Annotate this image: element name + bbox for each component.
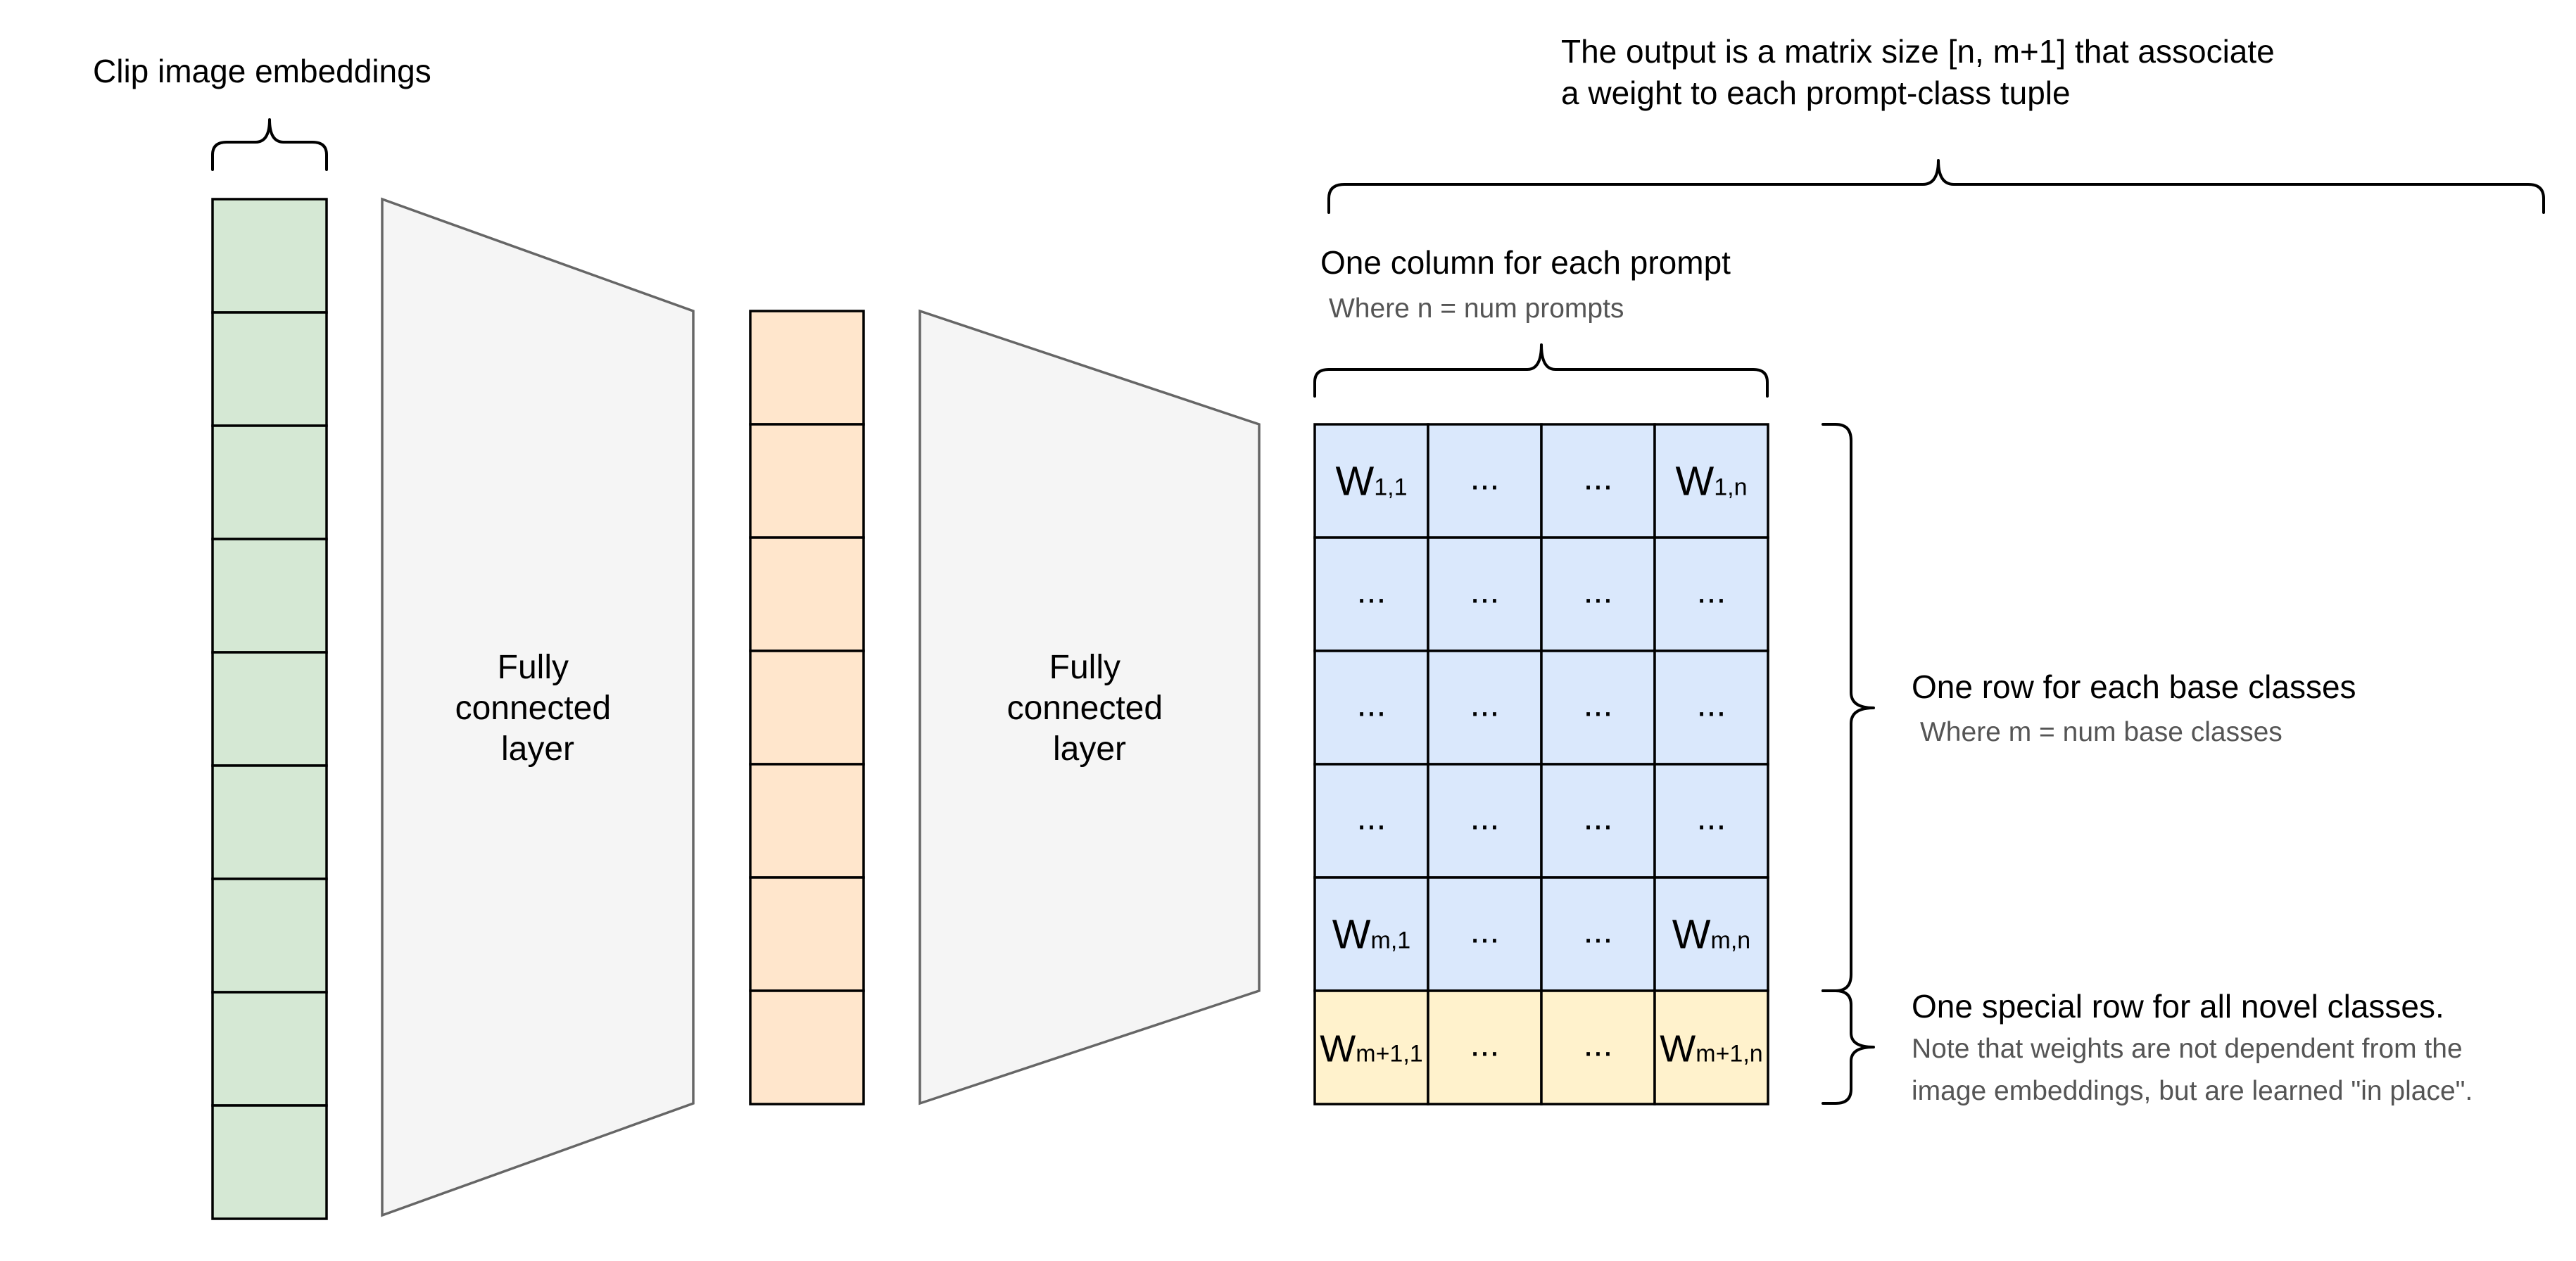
- hidden-cell: [749, 310, 865, 426]
- embedding-cell: [211, 424, 328, 540]
- novel-class-cell: [1313, 989, 1429, 1105]
- fully-connected-layer-1: [381, 197, 695, 1217]
- matrix-cell: [1313, 649, 1429, 766]
- matrix-cell-label: Wm,n: [1672, 912, 1750, 958]
- matrix-cell-label: ...: [1584, 911, 1613, 951]
- fully-connected-layer-2: [918, 309, 1261, 1105]
- novel-class-cell: [1540, 989, 1656, 1105]
- embedding-cell: [211, 1104, 328, 1220]
- embedding-cell: [211, 764, 328, 880]
- hidden-vector: [749, 310, 865, 1105]
- matrix-cell-label: ...: [1697, 798, 1726, 837]
- matrix-cell-label: Wm,1: [1332, 912, 1410, 958]
- column-title: One column for each prompt: [1320, 244, 1731, 281]
- matrix-cell: [1313, 423, 1429, 539]
- embedding-cell: [211, 198, 328, 314]
- weight-matrix: W1,1...... W1,n..........................…: [1313, 423, 1769, 1105]
- matrix-cell-label: ...: [1584, 1025, 1613, 1064]
- matrix-cell-label: ...: [1584, 571, 1613, 611]
- matrix-cell-label: ...: [1470, 798, 1500, 837]
- fc-layer-2-label: Fully connected layer: [1007, 649, 1173, 768]
- matrix-cell-label: W1,n: [1675, 459, 1747, 505]
- matrix-cell-label: ...: [1470, 571, 1500, 611]
- matrix-cell-label: ...: [1357, 798, 1387, 837]
- column-subtitle: Where n = num prompts: [1329, 293, 1624, 324]
- embedding-cell: [211, 877, 328, 994]
- matrix-cell: [1540, 649, 1656, 766]
- matrix-cell-label: ...: [1357, 685, 1387, 724]
- matrix-cell-label: ...: [1357, 571, 1387, 611]
- matrix-cell-label: ...: [1584, 798, 1613, 837]
- matrix-cell-label: Wm+1,n: [1660, 1028, 1762, 1070]
- embedding-cell: [211, 311, 328, 427]
- matrix-cell-label: Wm+1,1: [1320, 1028, 1422, 1070]
- embedding-cell: [211, 991, 328, 1107]
- hidden-cell: [749, 763, 865, 879]
- matrix-cell: [1313, 763, 1429, 879]
- novel-class-cell: [1653, 989, 1769, 1105]
- matrix-cell-label: ...: [1584, 458, 1613, 498]
- matrix-cell: [1653, 423, 1769, 539]
- matrix-cell: [1427, 649, 1543, 766]
- matrix-cell-label: W1,1: [1335, 459, 1407, 505]
- matrix-cell: [1540, 423, 1656, 539]
- matrix-cell: [1653, 649, 1769, 766]
- matrix-cell: [1427, 536, 1543, 652]
- embedding-cell: [211, 538, 328, 654]
- rows-title: One row for each base classes: [1912, 668, 2356, 705]
- output-description: The output is a matrix size [n, m+1] tha…: [1561, 33, 2284, 111]
- matrix-cell-label: ...: [1470, 685, 1500, 724]
- rows-subtitle: Where m = num base classes: [1920, 717, 2283, 747]
- hidden-cell: [749, 989, 865, 1105]
- hidden-cell: [749, 536, 865, 652]
- base-classes-brace: [1821, 423, 1875, 992]
- matrix-cell-label: ...: [1697, 571, 1726, 611]
- matrix-cell: [1540, 763, 1656, 879]
- matrix-cell-label: ...: [1697, 685, 1726, 724]
- matrix-cell-label: ...: [1470, 458, 1500, 498]
- special-row-title: One special row for all novel classes.: [1912, 988, 2444, 1025]
- clip-embeddings-brace: [211, 118, 328, 171]
- hidden-cell: [749, 876, 865, 992]
- matrix-cell: [1427, 763, 1543, 879]
- hidden-cell: [749, 649, 865, 766]
- hidden-cell: [749, 423, 865, 539]
- embedding-cell: [211, 651, 328, 767]
- matrix-cell: [1653, 536, 1769, 652]
- fc-layer-1-label: Fully connected layer: [455, 649, 621, 768]
- clip-embedding-vector: [211, 198, 328, 1220]
- column-brace: [1313, 343, 1769, 398]
- matrix-cell-label: ...: [1470, 911, 1500, 951]
- output-matrix-brace: [1327, 159, 2545, 214]
- novel-classes-brace: [1821, 989, 1875, 1105]
- clip-embeddings-label: Clip image embeddings: [93, 53, 431, 89]
- special-row-note: Note that weights are not dependent from…: [1912, 1034, 2473, 1106]
- matrix-cell-label: ...: [1470, 1025, 1500, 1064]
- matrix-cell-label: ...: [1584, 685, 1613, 724]
- matrix-cell: [1653, 876, 1769, 992]
